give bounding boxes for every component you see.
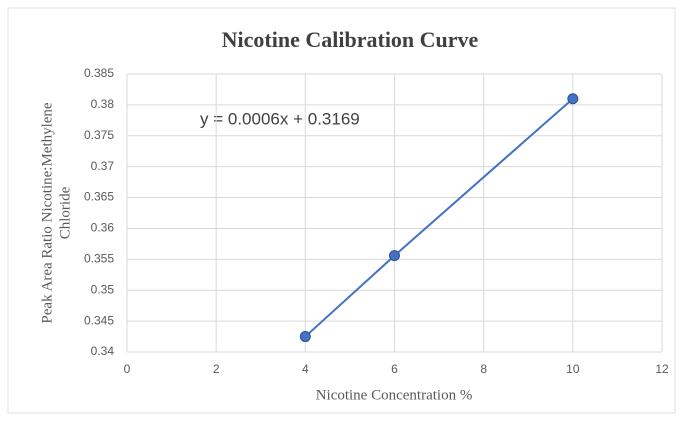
y-tick-label: 0.34: [91, 344, 115, 358]
y-axis-label-line: Peak Area Ratio Nicotine:Methylene: [39, 102, 55, 324]
equation-annotation: y = 0.0006x + 0.3169: [200, 109, 360, 128]
y-tick-label: 0.385: [84, 66, 114, 80]
y-tick-label: 0.35: [91, 282, 115, 296]
y-tick-label: 0.345: [84, 313, 114, 327]
x-tick-label: 2: [213, 362, 220, 376]
chart-title: Nicotine Calibration Curve: [222, 27, 479, 52]
x-tick-label: 6: [391, 362, 398, 376]
y-tick-label: 0.375: [84, 128, 114, 142]
y-tick-label: 0.38: [91, 97, 115, 111]
y-axis-label: Peak Area Ratio Nicotine:Methylene Chlor…: [39, 102, 73, 324]
data-point: [299, 331, 311, 343]
x-tick-label: 4: [302, 362, 309, 376]
y-tick-label: 0.355: [84, 252, 114, 266]
y-tick-label: 0.37: [91, 159, 115, 173]
data-point: [389, 250, 400, 262]
x-tick-label: 12: [655, 362, 669, 376]
y-tick-label: 0.36: [91, 221, 115, 235]
x-tick-label: 10: [566, 362, 580, 376]
chart-frame: [7, 7, 676, 414]
data-point: [567, 93, 579, 105]
x-tick-label: 0: [124, 362, 131, 376]
y-tick-label: 0.365: [84, 190, 114, 204]
x-axis-label: Nicotine Concentration %: [316, 387, 473, 403]
y-axis-label-line: Chloride: [57, 186, 73, 239]
x-tick-label: 8: [480, 362, 487, 376]
